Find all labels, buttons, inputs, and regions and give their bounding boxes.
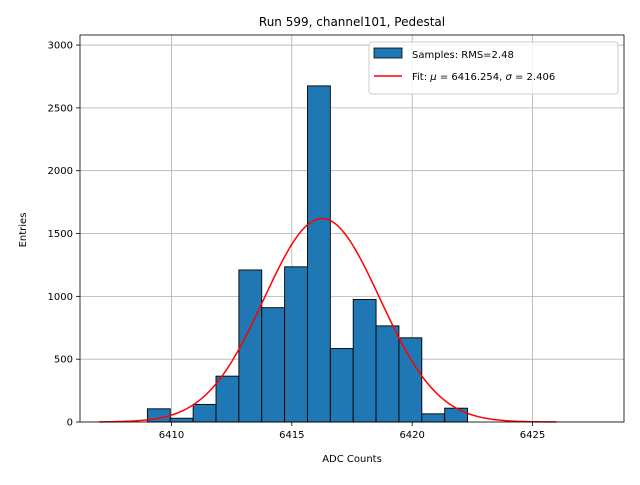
y-tick-label: 0	[67, 418, 73, 429]
histogram-bars	[146, 85, 468, 423]
histogram-bar	[238, 269, 263, 423]
x-tick-label: 6425	[520, 430, 545, 441]
legend-histogram-swatch	[373, 47, 403, 59]
histogram-bar	[352, 299, 377, 423]
legend-histogram-label: Samples: RMS=2.48	[412, 50, 514, 61]
histogram-bar	[284, 266, 308, 423]
histogram-bar	[444, 407, 468, 423]
plot-frame	[79, 34, 625, 423]
x-tick-label: 6415	[279, 430, 304, 441]
y-tick-label: 2500	[48, 103, 73, 114]
y-tick-label: 1500	[48, 229, 73, 240]
histogram-bar	[375, 325, 400, 423]
histogram-bar	[192, 403, 217, 423]
histogram-bar	[261, 307, 286, 423]
legend: Samples: RMS=2.48 Fit: μ = 6416.254, σ =…	[368, 41, 619, 95]
legend-box	[368, 41, 619, 95]
fit-curve	[99, 217, 557, 423]
y-tick-label: 500	[54, 355, 73, 366]
x-tick-label: 6410	[159, 430, 184, 441]
y-tick-label: 2000	[48, 166, 73, 177]
x-tick-label: 6420	[399, 430, 424, 441]
y-tick-label: 3000	[48, 41, 73, 52]
histogram-bar	[421, 413, 446, 423]
histogram-bar	[398, 337, 423, 423]
y-tick-label: 1000	[48, 292, 73, 303]
histogram-bar	[215, 375, 240, 423]
histogram-bar	[329, 348, 354, 423]
histogram-bar	[169, 417, 194, 423]
x-axis-label: ADC Counts	[322, 454, 382, 465]
y-axis-label: Entries	[18, 213, 29, 248]
axis-ticks: 6410 6415 6420 6425 0 500 1000 1500 2000 2500 3000	[48, 41, 546, 441]
chart-title: Run 599, channel101, Pedestal	[259, 15, 445, 29]
histogram-bar	[307, 85, 331, 423]
legend-fit-label: Fit: μ = 6416.254, σ = 2.406	[412, 72, 555, 83]
